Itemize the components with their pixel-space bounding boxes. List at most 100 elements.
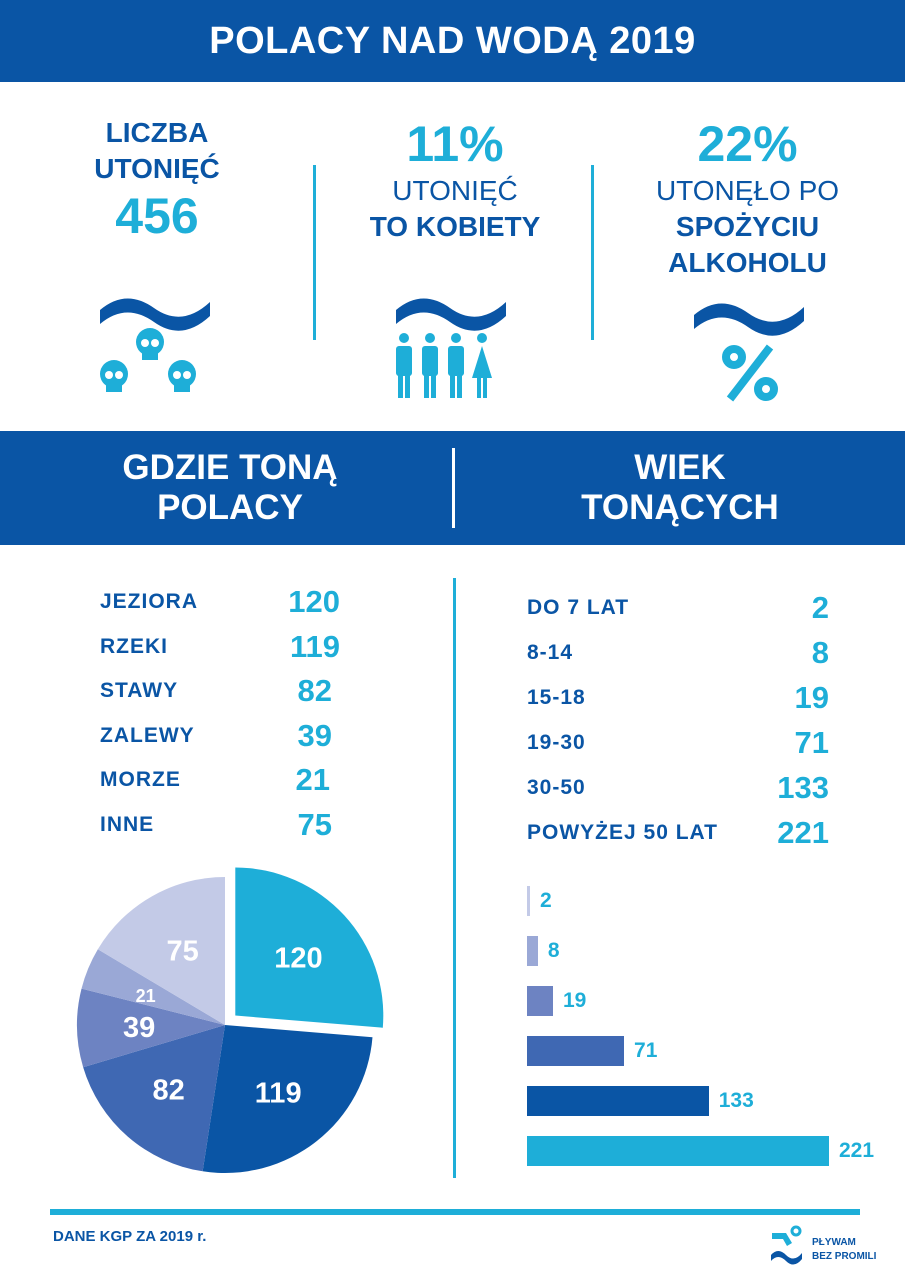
swimmer-logo-icon xyxy=(771,1225,802,1265)
stat-value: 11% xyxy=(406,116,504,172)
footer-line xyxy=(50,1209,860,1215)
divider-1 xyxy=(313,165,316,340)
list-item: POWYŻEJ 50 LAT 221 xyxy=(527,810,829,855)
place-label: JEZIORA xyxy=(100,590,199,614)
list-item: 8-14 8 xyxy=(527,630,829,675)
section-title-ages: WIEK TONĄCYCH xyxy=(510,448,850,528)
places-list: JEZIORA 120 RZEKI 119 STAWY 82 ZALEWY 39 MOR… xyxy=(100,580,340,847)
pie-label: 75 xyxy=(166,935,198,967)
age-value: 133 xyxy=(777,769,829,805)
place-value: 21 xyxy=(295,762,330,798)
bar-value: 71 xyxy=(634,1039,658,1062)
stat-label-line3: ALKOHOLU xyxy=(668,247,827,278)
pie-slice xyxy=(235,867,384,1028)
section-title-line1: WIEK xyxy=(634,448,726,487)
page-title: POLACY NAD WODĄ 2019 xyxy=(209,19,696,62)
stat-drownings: LICZBA UTONIĘĆ 456 xyxy=(62,115,252,245)
section-title-line2: POLACY xyxy=(157,488,303,527)
list-item: 30-50 133 xyxy=(527,765,829,810)
bar xyxy=(527,936,538,966)
pie-slice xyxy=(83,1025,225,1172)
place-label: INNE xyxy=(100,812,155,836)
section-divider xyxy=(452,448,455,528)
age-label: 8-14 xyxy=(527,640,574,664)
stat-women: 11% UTONIĘĆ TO KOBIETY xyxy=(340,115,570,245)
pie-slice xyxy=(81,949,225,1025)
bar xyxy=(527,1136,829,1166)
bar-chart: 2 8 19 71 133 221 xyxy=(527,885,874,1185)
pie-label: 21 xyxy=(136,986,156,1006)
list-item: INNE 75 xyxy=(100,803,340,848)
list-item: DO 7 LAT 2 xyxy=(527,585,829,630)
pie-slice xyxy=(76,988,225,1068)
stat-label-line1: LICZBA xyxy=(105,117,209,148)
section-title-line1: GDZIE TONĄ xyxy=(122,448,338,487)
age-label: POWYŻEJ 50 LAT xyxy=(527,820,718,844)
place-label: RZEKI xyxy=(100,634,168,658)
list-item: JEZIORA 120 xyxy=(100,580,340,625)
section-title-places: GDZIE TONĄ POLACY xyxy=(60,448,400,528)
bar-row: 8 xyxy=(527,935,874,967)
stat-label-line2: SPOŻYCIU xyxy=(675,211,820,242)
list-item: 19-30 71 xyxy=(527,720,829,765)
title-bar: POLACY NAD WODĄ 2019 xyxy=(0,0,905,82)
stat-label-line1: UTONĘŁO PO xyxy=(655,175,840,206)
bar xyxy=(527,1036,625,1066)
age-value: 19 xyxy=(794,679,829,715)
bar-row: 133 xyxy=(527,1085,874,1117)
stat-label-line2: TO KOBIETY xyxy=(369,211,541,242)
ages-list: DO 7 LAT 2 8-14 8 15-18 19 19-30 71 30-50 133… xyxy=(527,585,829,855)
wave-percent-icon xyxy=(694,303,804,402)
list-item: MORZE 21 xyxy=(100,758,340,803)
pie-chart: 120 119 82 39 21 75 xyxy=(76,867,384,1173)
bar-value: 221 xyxy=(839,1139,875,1162)
pie-slice xyxy=(97,877,225,1025)
list-item: RZEKI 119 xyxy=(100,625,340,670)
pie-label: 120 xyxy=(274,942,322,974)
stat-value: 22% xyxy=(697,116,798,172)
stat-label-line1: UTONIĘĆ xyxy=(392,175,518,206)
list-item: STAWY 82 xyxy=(100,669,340,714)
place-value: 119 xyxy=(289,628,340,664)
bar-row: 221 xyxy=(527,1135,874,1167)
section-title-line2: TONĄCYCH xyxy=(581,488,779,527)
bar-value: 8 xyxy=(547,939,560,962)
stat-label-line2: UTONIĘĆ xyxy=(94,153,220,184)
age-label: 30-50 xyxy=(527,775,586,799)
place-label: ZALEWY xyxy=(100,723,195,747)
place-value: 75 xyxy=(297,806,332,842)
age-value: 8 xyxy=(811,634,829,670)
logo-text: PŁYWAM BEZ PROMILI xyxy=(812,1236,876,1264)
age-label: DO 7 LAT xyxy=(527,595,630,619)
bar-value: 19 xyxy=(562,989,587,1012)
place-label: STAWY xyxy=(100,679,179,703)
pie-label: 119 xyxy=(255,1077,302,1109)
age-value: 2 xyxy=(811,589,829,625)
pie-label: 82 xyxy=(152,1075,184,1107)
bar xyxy=(527,1086,709,1116)
column-divider xyxy=(453,578,456,1178)
place-value: 39 xyxy=(297,717,332,753)
bar-row: 71 xyxy=(527,1035,874,1067)
age-label: 15-18 xyxy=(527,685,586,709)
bar-row: 2 xyxy=(527,885,874,917)
place-label: MORZE xyxy=(100,768,181,792)
logo-line1: PŁYWAM xyxy=(812,1237,856,1248)
place-value: 82 xyxy=(297,673,332,709)
divider-2 xyxy=(591,165,594,340)
bar xyxy=(527,886,530,916)
age-value: 221 xyxy=(777,814,829,850)
place-value: 120 xyxy=(288,584,340,620)
wave-people-icon xyxy=(396,298,506,398)
bar-row: 19 xyxy=(527,985,874,1017)
bar xyxy=(527,986,553,1016)
age-value: 71 xyxy=(794,724,829,760)
pie-slice xyxy=(202,1025,373,1173)
logo-line2: BEZ PROMILI xyxy=(812,1251,877,1262)
wave-skulls-icon xyxy=(100,298,210,392)
source-note: DANE KGP ZA 2019 r. xyxy=(53,1228,207,1245)
stat-value: 456 xyxy=(115,188,199,244)
pie-label: 39 xyxy=(123,1012,155,1044)
list-item: 15-18 19 xyxy=(527,675,829,720)
stat-alcohol: 22% UTONĘŁO PO SPOŻYCIU ALKOHOLU xyxy=(630,115,865,281)
